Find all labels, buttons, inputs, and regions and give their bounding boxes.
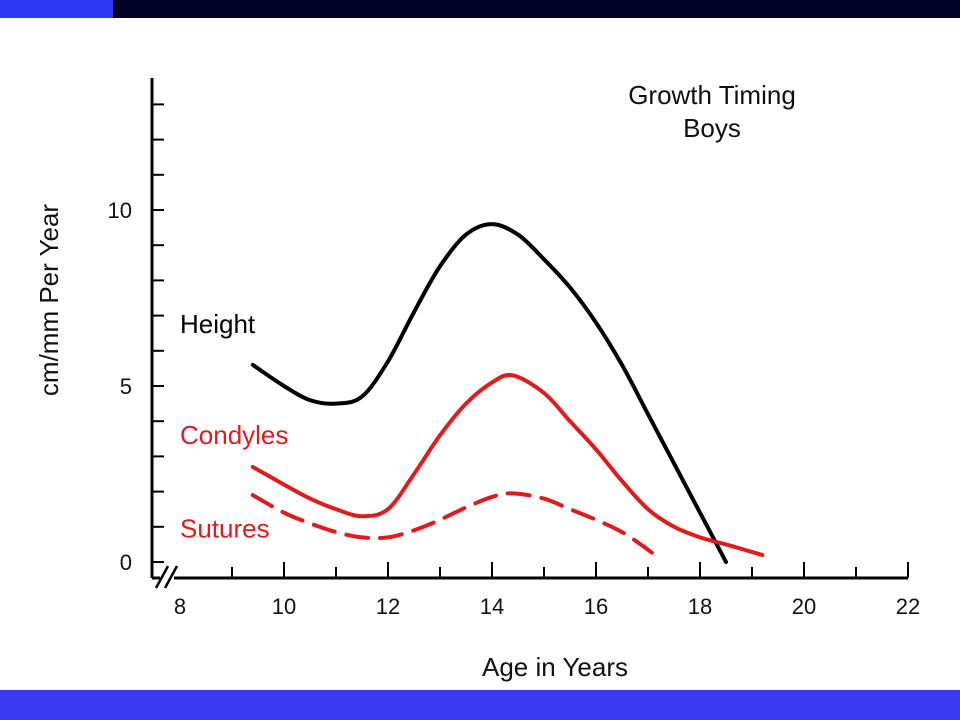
x-tick-label: 8 [174,594,186,619]
growth-timing-chart: 0 5 10 8 10 12 14 16 18 20 22 Height Condyles Suture… [34,78,920,682]
x-tick-label: 22 [896,594,920,619]
series-label-height: Height [180,309,256,339]
x-tick-label: 10 [272,594,296,619]
series-label-sutures: Sutures [180,513,270,543]
y-tick-label: 5 [120,374,132,399]
axis-break-mark [163,565,179,589]
y-tick-label: 0 [120,550,132,575]
slide-bottom-bar [0,690,960,720]
y-axis-label: cm/mm Per Year [34,204,64,397]
x-axis-label: Age in Years [482,652,628,682]
axis-break-mark [154,565,170,589]
chart-subtitle: Boys [683,113,741,143]
series-line-height [250,222,728,564]
chart-title: Growth Timing [628,80,796,110]
series-line-condyles [250,373,765,557]
series-label-condyles: Condyles [180,420,288,450]
x-tick-label: 12 [376,594,400,619]
slide-top-accent [0,0,113,18]
x-tick-label: 16 [584,594,608,619]
chart-axes [150,78,908,589]
series-line-sutures [250,491,661,561]
chart-ticks: 0 5 10 8 10 12 14 16 18 20 22 [108,103,920,619]
chart-series [250,222,765,564]
chart-labels: Height Condyles Sutures [180,309,288,543]
x-tick-label: 20 [792,594,816,619]
x-tick-label: 14 [480,594,504,619]
slide-top-bar [0,0,960,18]
x-tick-label: 18 [688,594,712,619]
y-tick-label: 10 [108,198,132,223]
